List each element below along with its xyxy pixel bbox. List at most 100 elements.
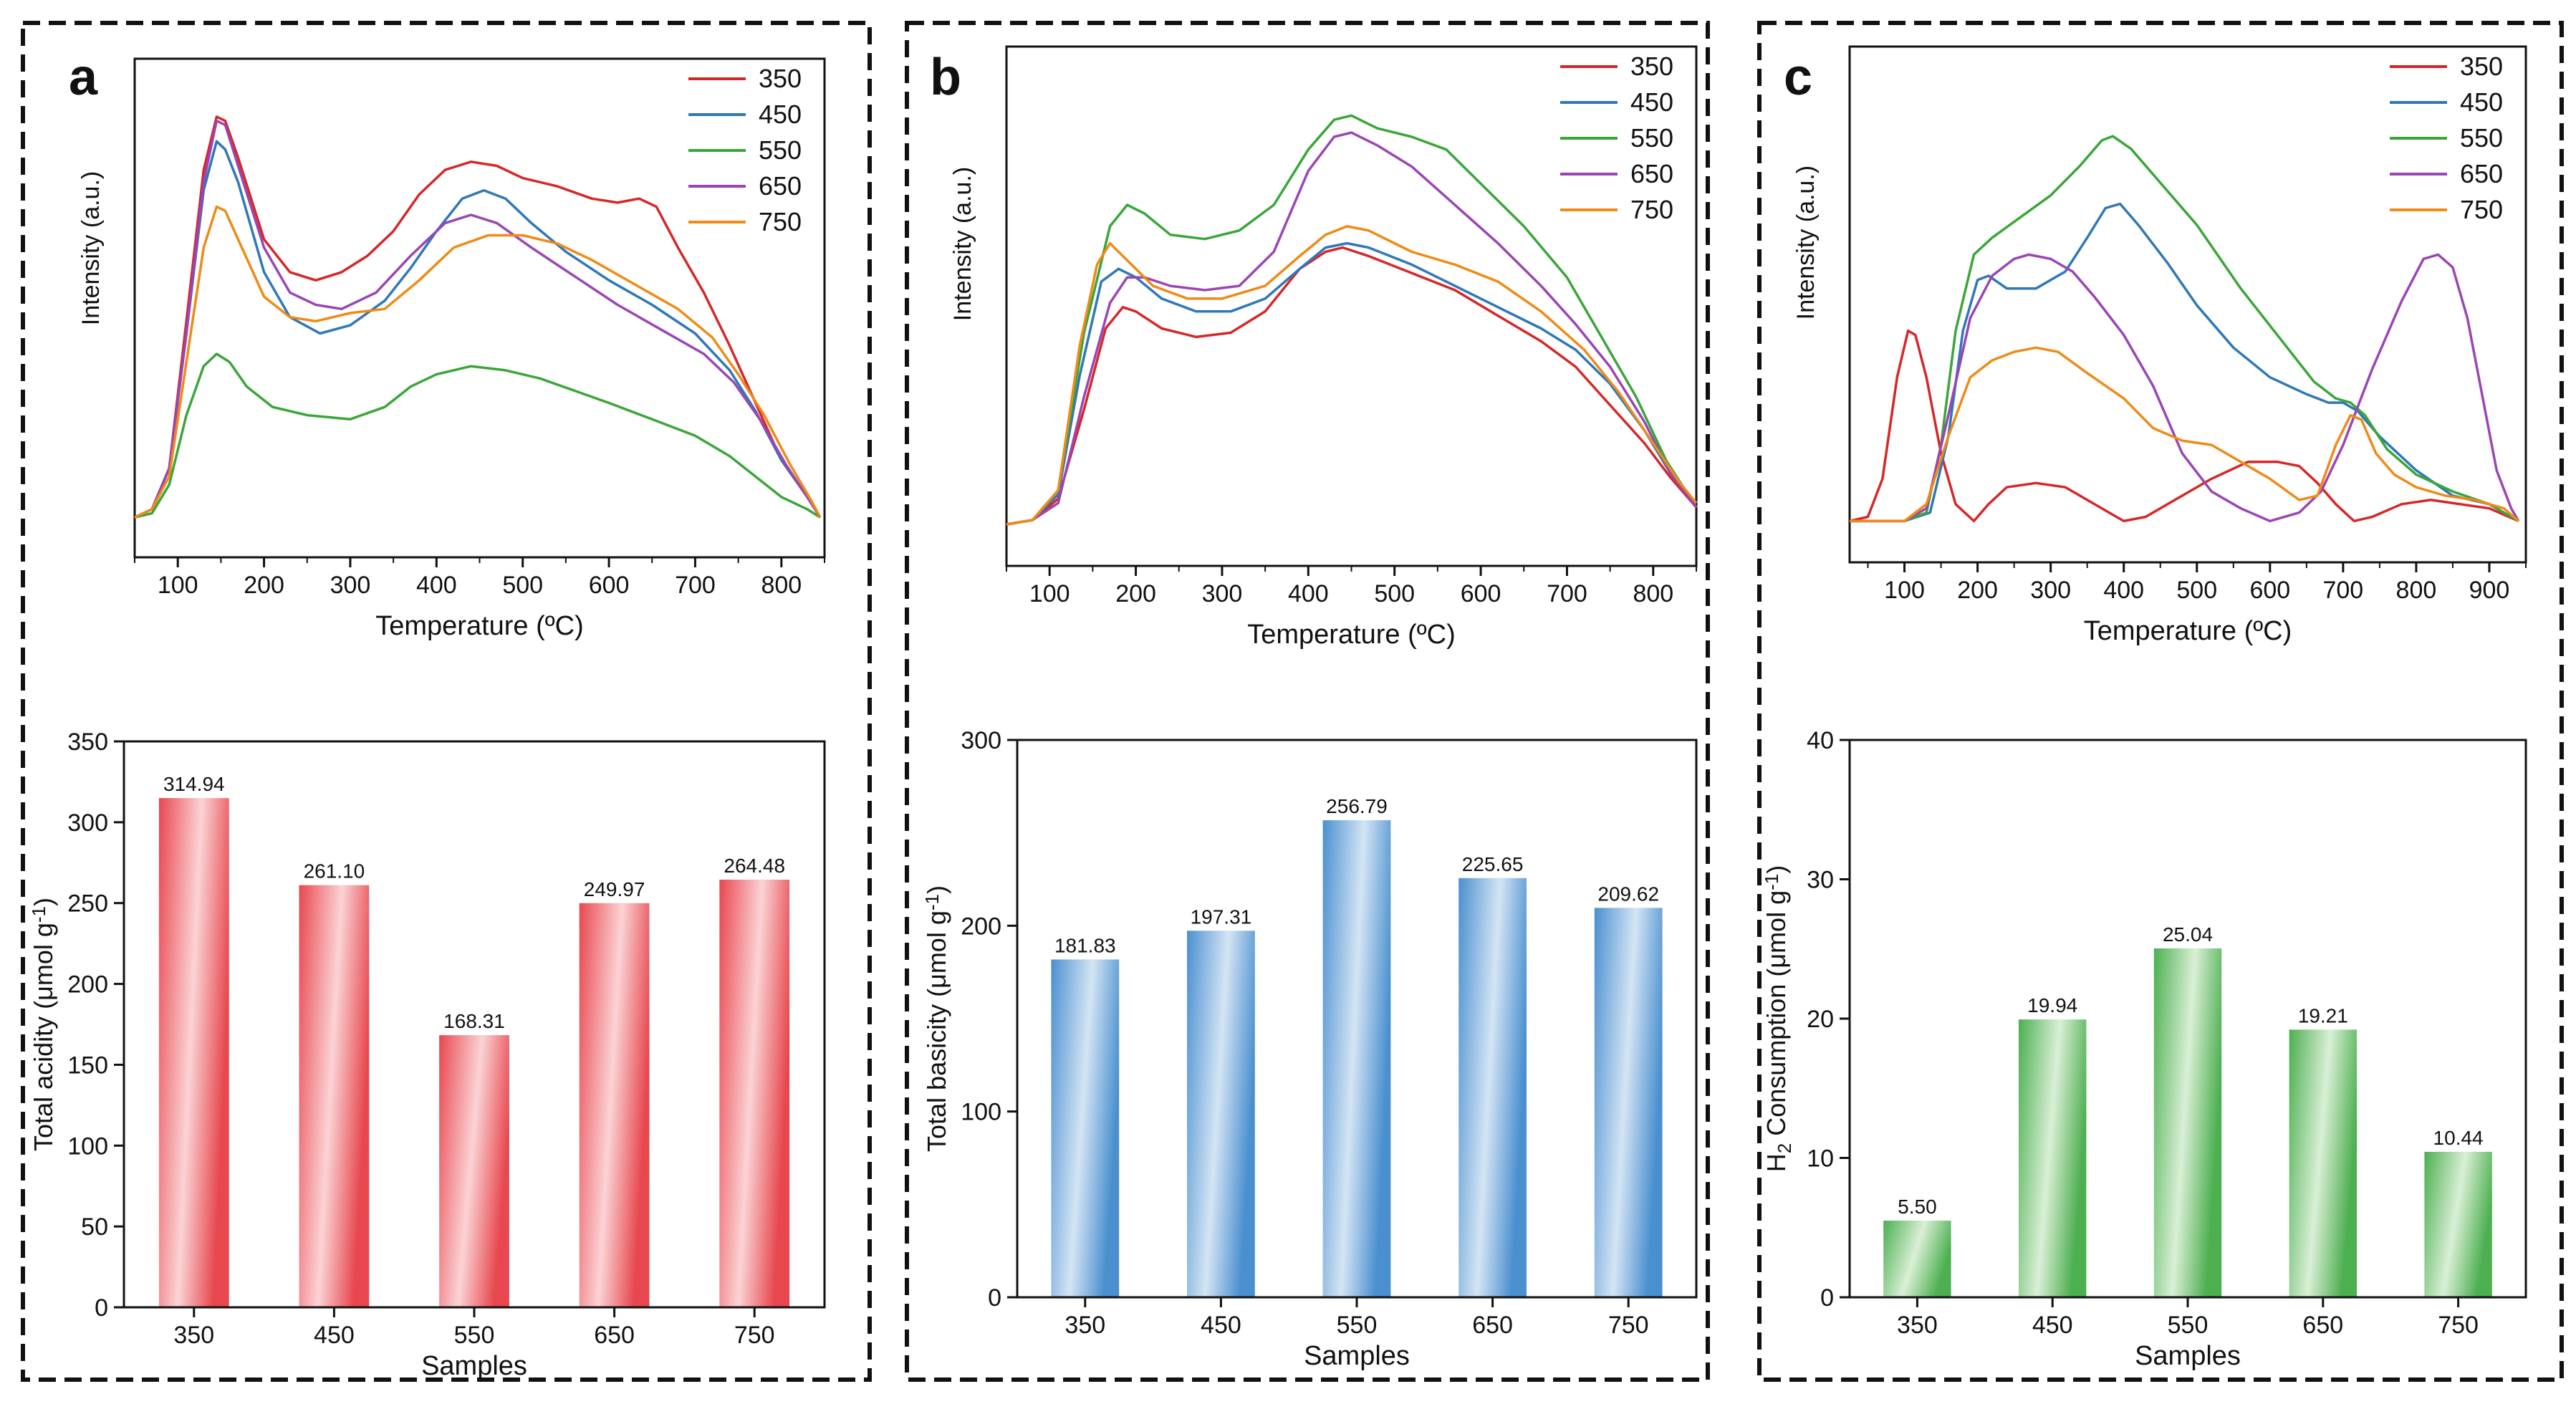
bar-chart-axes-b bbox=[1016, 739, 1698, 1299]
x-tick-label: 800 bbox=[2396, 577, 2437, 604]
bar-value-label: 25.04 bbox=[2163, 923, 2213, 946]
legend-label-450: 450 bbox=[2460, 87, 2503, 117]
y-tick-label: 0 bbox=[988, 1284, 1001, 1312]
series-line-750 bbox=[1850, 346, 2519, 523]
x-tick-label: 500 bbox=[1374, 580, 1415, 607]
x-tick-label: 400 bbox=[2103, 577, 2144, 604]
x-axis-label: Temperature (ºC) bbox=[1247, 620, 1456, 650]
y-tick-label: 350 bbox=[67, 729, 108, 756]
legend-label-550: 550 bbox=[1630, 123, 1673, 153]
bar-350 bbox=[1051, 959, 1120, 1297]
bar-value-label: 181.83 bbox=[1054, 934, 1116, 956]
x-tick-label: 700 bbox=[675, 572, 716, 599]
series-line-350 bbox=[1849, 329, 2519, 523]
x-tick-label: 800 bbox=[761, 572, 802, 599]
legend-label-650: 650 bbox=[2460, 159, 2503, 188]
bar-value-label: 225.65 bbox=[1462, 853, 1524, 875]
x-axis-label: Samples bbox=[421, 1351, 527, 1381]
legend-label-450: 450 bbox=[1630, 87, 1673, 117]
series-line-450 bbox=[134, 140, 822, 519]
bar-value-label: 256.79 bbox=[1326, 795, 1388, 817]
x-tick-label: 750 bbox=[2438, 1312, 2479, 1339]
x-tick-label: 500 bbox=[502, 572, 543, 599]
y-label-end: ) bbox=[29, 898, 58, 906]
y-axis-label: Intensity (a.u.) bbox=[77, 171, 105, 325]
y-axis-label: Intensity (a.u.) bbox=[1792, 165, 1820, 319]
x-tick-label: 550 bbox=[2168, 1312, 2209, 1339]
bar-650 bbox=[579, 903, 650, 1307]
bar-chart-a: 314.94 350 261.10 450 168.31 550 249.97 650 264.… bbox=[28, 729, 826, 1381]
bar-value-label: 249.97 bbox=[584, 878, 645, 900]
bar-value-label: 5.50 bbox=[1898, 1196, 1937, 1218]
line-chart-b: 100 200 300 400 500 600 700 800 Temperature (ºC)… bbox=[949, 45, 1698, 650]
y-axis-label: H2 Consumption (μmol g-1) bbox=[1761, 865, 1795, 1172]
x-tick-label: 700 bbox=[1547, 580, 1587, 607]
legend-label-650: 650 bbox=[759, 171, 802, 201]
legend-label-350: 350 bbox=[759, 64, 802, 93]
panel-a-frame bbox=[21, 21, 872, 1382]
series-line-550 bbox=[134, 352, 821, 519]
y-tick-label: 0 bbox=[1820, 1284, 1834, 1312]
bar-450 bbox=[1187, 931, 1255, 1297]
y-tick-label: 0 bbox=[95, 1294, 108, 1322]
x-tick-label: 200 bbox=[244, 572, 284, 599]
series-line-350 bbox=[1006, 246, 1698, 526]
bar-chart-b: 181.83 350 197.31 450 256.79 550 225.65 650 209.… bbox=[921, 727, 1698, 1371]
x-tick-label: 350 bbox=[1897, 1312, 1938, 1339]
y-tick-label: 10 bbox=[1807, 1145, 1834, 1173]
bar-750 bbox=[719, 880, 790, 1307]
bar-value-label: 19.94 bbox=[2027, 994, 2077, 1016]
series-line-350 bbox=[134, 115, 822, 519]
x-tick-label: 550 bbox=[454, 1322, 495, 1349]
x-tick-label: 650 bbox=[2302, 1312, 2343, 1339]
bar-450 bbox=[2019, 1019, 2087, 1297]
y-label-superscript: -1 bbox=[28, 906, 49, 923]
bar-value-label: 261.10 bbox=[304, 860, 365, 883]
x-tick-label: 200 bbox=[1115, 580, 1156, 607]
bar-550 bbox=[1322, 820, 1391, 1297]
line-chart-c: 100 200 300 400 500 600 700 800 900 Temperature (… bbox=[1792, 45, 2527, 646]
y-label-end: ) bbox=[922, 885, 951, 894]
bar-value-label: 10.44 bbox=[2433, 1127, 2484, 1149]
panel-c-frame bbox=[1757, 21, 2564, 1382]
x-tick-label: 300 bbox=[330, 572, 371, 599]
bar-750 bbox=[2424, 1151, 2492, 1297]
x-axis-label: Samples bbox=[2135, 1341, 2241, 1371]
x-tick-label: 600 bbox=[2249, 577, 2290, 604]
bar-value-label: 19.21 bbox=[2298, 1004, 2348, 1026]
series-line-650 bbox=[1006, 131, 1698, 526]
bar-350 bbox=[1883, 1221, 1951, 1297]
y-axis-label: Total basicity (μmol g-1) bbox=[921, 885, 951, 1152]
y-tick-label: 200 bbox=[961, 913, 1001, 940]
legend-label-350: 350 bbox=[2460, 52, 2503, 81]
legend-label-550: 550 bbox=[759, 135, 802, 165]
y-tick-label: 50 bbox=[81, 1213, 108, 1241]
legend-label-350: 350 bbox=[1630, 52, 1673, 81]
x-tick-label: 100 bbox=[1884, 577, 1925, 604]
bar-550 bbox=[439, 1035, 509, 1307]
x-tick-label: 650 bbox=[1472, 1312, 1513, 1339]
panel-label-b: b bbox=[930, 49, 961, 106]
bar-450 bbox=[299, 885, 370, 1307]
x-tick-label: 750 bbox=[734, 1322, 775, 1349]
legend-label-650: 650 bbox=[1630, 159, 1673, 188]
y-tick-label: 20 bbox=[1807, 1006, 1834, 1033]
y-tick-label: 30 bbox=[1807, 867, 1834, 894]
x-tick-label: 900 bbox=[2469, 577, 2510, 604]
y-axis-label: Total acidity (μmol g-1) bbox=[28, 898, 58, 1151]
y-label-main: H bbox=[1762, 1153, 1791, 1172]
x-tick-label: 750 bbox=[1608, 1312, 1649, 1339]
bar-350 bbox=[158, 798, 229, 1307]
x-axis-label: Samples bbox=[1304, 1341, 1410, 1371]
x-tick-label: 700 bbox=[2322, 577, 2363, 604]
y-tick-label: 100 bbox=[961, 1099, 1001, 1126]
y-label-main: Total acidity (μmol g bbox=[29, 923, 58, 1151]
bar-650 bbox=[1458, 878, 1527, 1297]
x-tick-label: 500 bbox=[2176, 577, 2217, 604]
series-line-650 bbox=[1850, 253, 2520, 523]
bar-chart-axes-a bbox=[122, 740, 826, 1309]
series-line-450 bbox=[1006, 241, 1698, 526]
panel-label-a: a bbox=[69, 49, 98, 106]
